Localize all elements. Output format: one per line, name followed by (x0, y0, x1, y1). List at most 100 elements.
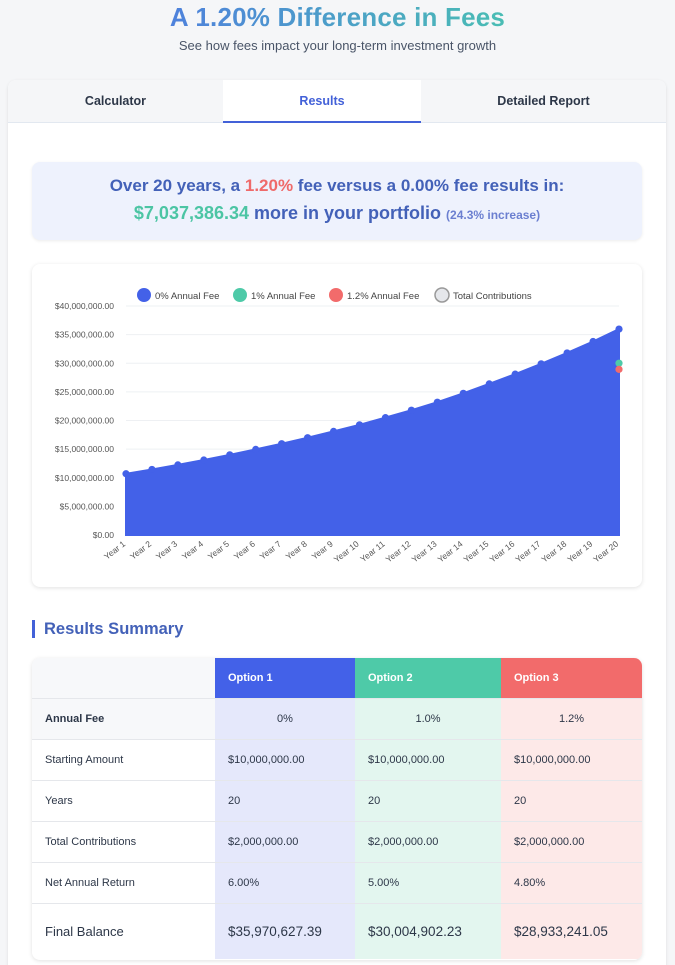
growth-chart-svg: $0.00 $5,000,000.00 $10,000,000.00 $15,000,… (55, 287, 623, 565)
data-point (537, 360, 545, 368)
y-tick-label: $35,000,000.00 (55, 330, 114, 340)
page-title: A 1.20% Difference in Fees (0, 2, 675, 33)
y-tick-label: $0.00 (93, 530, 115, 540)
header-option-2: Option 2 (355, 658, 501, 698)
data-point (200, 456, 208, 464)
option-3-value: 20 (501, 779, 642, 821)
table-row-final-balance: Final Balance $35,970,627.39 $30,004,902… (32, 902, 642, 959)
option-1-value: 20 (215, 779, 355, 821)
x-tick-label: Year 12 (384, 539, 413, 565)
data-point (589, 337, 597, 346)
y-tick-label: $20,000,000.00 (55, 416, 114, 426)
legend-label: 1% Annual Fee (251, 291, 315, 302)
data-point (226, 451, 234, 459)
high-fee-value: 1.20% (244, 176, 294, 195)
tab-calculator[interactable]: Calculator (84, 94, 147, 108)
option-1-value: $10,000,000.00 (215, 738, 355, 780)
data-point (278, 440, 286, 448)
data-point (615, 325, 623, 333)
x-tick-label: Year 13 (410, 539, 439, 565)
growth-chart: $0.00 $5,000,000.00 $10,000,000.00 $15,000,… (32, 264, 642, 587)
row-label: Starting Amount (32, 738, 215, 780)
x-tick-label: Year 5 (206, 539, 231, 562)
option-3-value: $28,933,241.05 (501, 902, 642, 959)
tab-bar: Calculator Results Detailed Report (8, 80, 666, 123)
data-point (148, 465, 156, 474)
data-point (174, 461, 182, 469)
row-label: Years (32, 779, 215, 821)
table-row-starting-amount: Starting Amount $10,000,000.00 $10,000,0… (32, 738, 642, 780)
option-3-value: $2,000,000.00 (501, 820, 642, 862)
row-label: Final Balance (32, 902, 215, 959)
x-tick-label: Year 8 (284, 539, 309, 562)
banner-mid: fee versus a (293, 176, 401, 195)
x-tick-label: Year 2 (128, 539, 153, 562)
page-subtitle: See how fees impact your long-term inves… (178, 38, 497, 53)
x-tick-label: Year 17 (513, 539, 542, 565)
y-tick-label: $15,000,000.00 (55, 444, 114, 454)
difference-amount: $7,037,386.34 (133, 203, 250, 223)
option-3-value: 4.80% (501, 861, 642, 903)
option-1-value: $35,970,627.39 (215, 902, 355, 959)
x-tick-label: Year 6 (232, 539, 257, 562)
option-3-value: 1.2% (501, 697, 642, 739)
y-tick-label: $5,000,000.00 (60, 501, 115, 511)
legend-marker (434, 287, 450, 303)
tab-results[interactable]: Results (223, 80, 421, 123)
banner-prefix: Over 20 years, a (109, 176, 245, 195)
table-row-annual-fee: Annual Fee 0% 1.0% 1.2% (32, 697, 642, 739)
x-tick-label: Year 15 (461, 539, 490, 565)
banner-line-1: Over 20 years, a 1.20% fee versus a 0.00… (32, 176, 642, 196)
results-summary-title: Results Summary (32, 620, 183, 638)
increase-percent: (24.3% increase) (446, 208, 541, 222)
header-blank (32, 658, 215, 698)
data-point-1-2-percent-fee (615, 365, 623, 373)
row-label: Total Contributions (32, 820, 215, 862)
y-tick-label: $40,000,000.00 (55, 301, 114, 311)
option-1-value: 6.00% (215, 861, 355, 903)
legend-label: 1.2% Annual Fee (347, 291, 419, 302)
x-tick-label: Year 14 (436, 539, 465, 565)
results-summary-table: Option 1 Option 2 Option 3 Annual Fee 0%… (32, 658, 642, 960)
row-label: Net Annual Return (32, 861, 215, 903)
y-tick-label: $30,000,000.00 (55, 358, 114, 368)
header-option-3: Option 3 (501, 658, 642, 698)
table-row-net-annual-return: Net Annual Return 6.00% 5.00% 4.80% (32, 861, 642, 903)
data-point (433, 398, 441, 406)
x-tick-label: Year 10 (332, 539, 361, 565)
data-point-1-percent-fee (615, 359, 623, 367)
x-tick-label: Year 19 (565, 539, 594, 565)
option-2-value: $10,000,000.00 (355, 738, 501, 780)
banner-suffix: fee results in: (449, 176, 565, 195)
option-2-value: 5.00% (355, 861, 501, 903)
x-tick-label: Year 4 (180, 539, 205, 562)
table-row-years: Years 20 20 20 (32, 779, 642, 821)
x-tick-label: Year 1 (102, 539, 127, 562)
y-tick-label: $10,000,000.00 (55, 473, 114, 483)
x-tick-label: Year 11 (358, 539, 387, 565)
row-label: Annual Fee (32, 697, 215, 739)
data-point (459, 389, 467, 397)
x-tick-label: Year 9 (310, 539, 335, 562)
data-point (252, 445, 260, 454)
legend-label: Total Contributions (453, 291, 532, 302)
savings-banner: Over 20 years, a 1.20% fee versus a 0.00… (32, 162, 642, 240)
y-tick-label: $25,000,000.00 (55, 387, 114, 397)
option-2-value: $2,000,000.00 (355, 820, 501, 862)
x-tick-label: Year 16 (487, 539, 516, 565)
legend-marker (137, 288, 151, 302)
legend-marker (329, 288, 343, 302)
banner-line-2: $7,037,386.34 more in your portfolio (24… (32, 203, 642, 224)
data-point (511, 370, 519, 378)
x-tick-label: Year 7 (258, 539, 283, 562)
x-tick-label: Year 18 (539, 539, 568, 565)
data-point (329, 427, 338, 435)
x-tick-label: Year 20 (591, 539, 620, 565)
difference-suffix: more in your portfolio (249, 203, 447, 223)
data-point (355, 421, 364, 429)
option-2-value: 1.0% (355, 697, 501, 739)
tab-detailed-report[interactable]: Detailed Report (497, 94, 590, 108)
low-fee-value: 0.00% (400, 176, 450, 195)
x-tick-label: Year 3 (154, 539, 179, 562)
table-row-total-contributions: Total Contributions $2,000,000.00 $2,000… (32, 820, 642, 862)
